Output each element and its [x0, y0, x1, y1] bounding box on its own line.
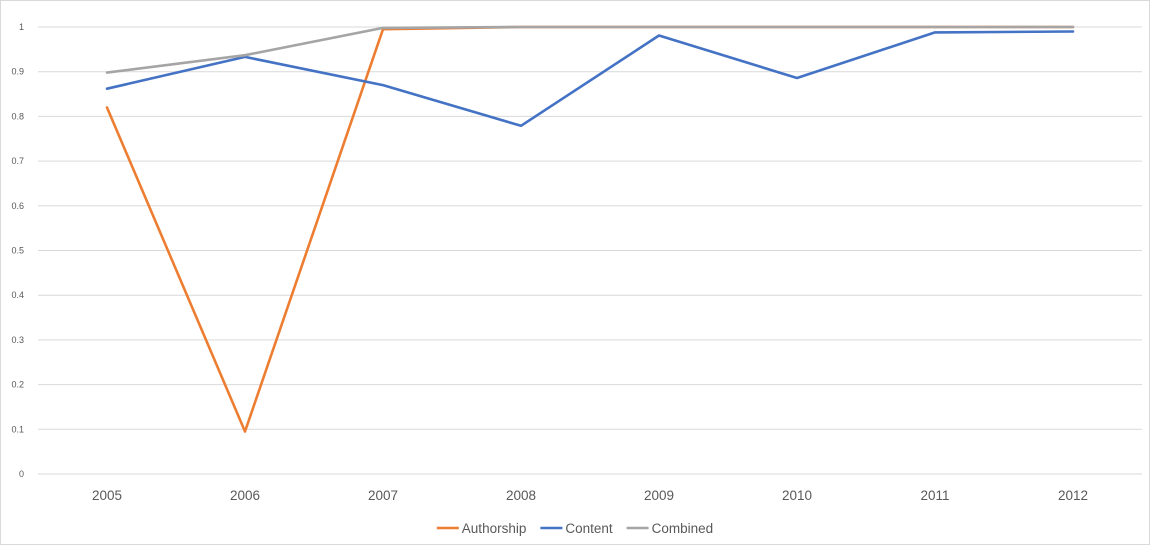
y-tick-label: 0 — [19, 469, 24, 479]
x-tick-label: 2010 — [782, 488, 812, 503]
legend-label: Combined — [652, 521, 714, 536]
legend-item-authorship: Authorship — [436, 521, 527, 536]
legend-label: Authorship — [462, 521, 527, 536]
series-lines — [105, 25, 1075, 433]
y-tick-label: 0.1 — [11, 424, 24, 434]
x-tick-label: 2008 — [506, 488, 536, 503]
x-tick-label: 2011 — [920, 488, 949, 503]
y-tick-label: 0.6 — [11, 201, 24, 211]
legend-item-content: Content — [540, 521, 613, 536]
x-axis-ticks: 2005 2006 2007 2008 2009 2010 2011 2012 — [92, 488, 1088, 503]
y-tick-label: 0.3 — [11, 335, 24, 345]
y-axis-ticks: 0 0.1 0.2 0.3 0.4 0.5 0.6 0.7 0.8 0.9 1 — [11, 22, 24, 479]
y-tick-label: 0.5 — [11, 246, 24, 256]
y-tick-label: 0.9 — [11, 67, 24, 77]
legend: Authorship Content Combined — [436, 521, 714, 536]
y-tick-label: 0.2 — [11, 380, 24, 390]
y-tick-label: 1 — [19, 22, 24, 32]
x-tick-label: 2012 — [1058, 488, 1088, 503]
x-tick-label: 2007 — [368, 488, 398, 503]
x-tick-label: 2005 — [92, 488, 122, 503]
series-line-combined — [105, 25, 1075, 74]
series-line-content — [105, 30, 1075, 128]
y-tick-label: 0.7 — [11, 156, 24, 166]
gridlines — [38, 26, 1142, 475]
y-tick-label: 0.8 — [11, 111, 24, 121]
y-tick-label: 0.4 — [11, 290, 24, 300]
legend-item-combined: Combined — [626, 521, 714, 536]
x-tick-label: 2009 — [644, 488, 674, 503]
legend-label: Content — [565, 521, 613, 536]
x-tick-label: 2006 — [230, 488, 260, 503]
